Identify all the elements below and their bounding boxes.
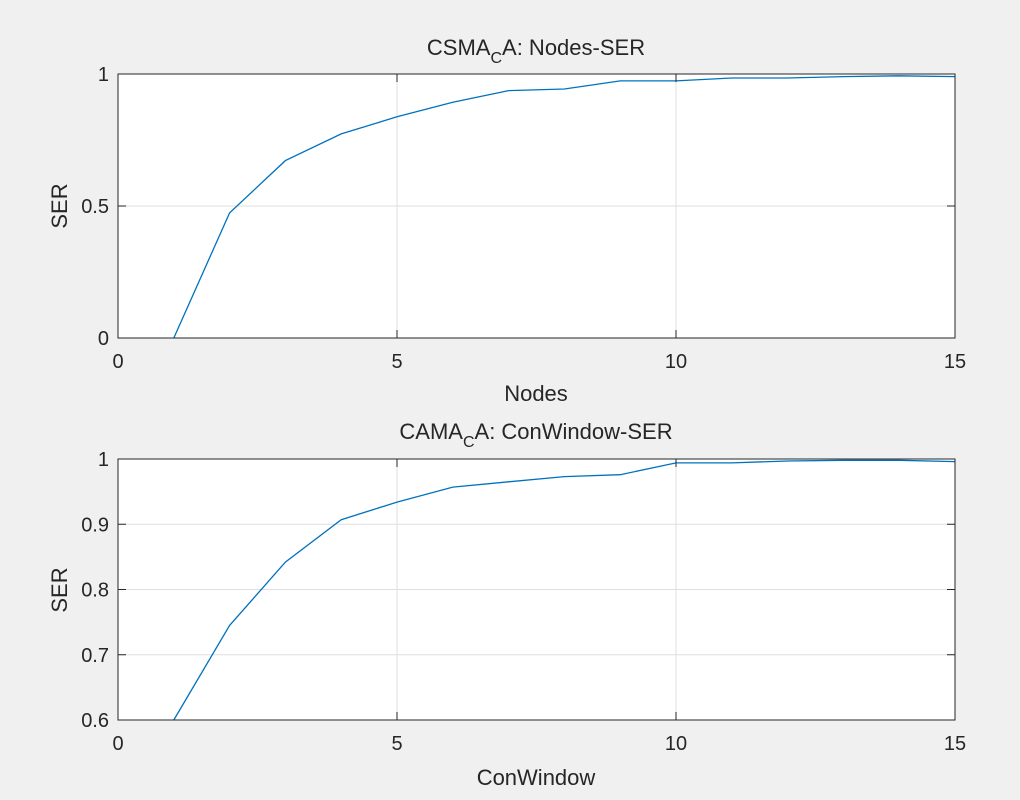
x-tick-label: 10 [665, 351, 687, 373]
title-main: CAMA [399, 419, 463, 444]
tick-labels: 0 5 10 15 0 0.5 1 [81, 64, 966, 373]
conwindow-ser-subplot: 0 5 10 15 0.6 0.7 0.8 0.9 1 CAMACA: ConWindow-SE… [47, 419, 966, 790]
y-tick-label: 0.9 [81, 514, 109, 536]
tick-marks [117, 73, 956, 339]
tick-marks [117, 458, 956, 721]
x-axis-label: Nodes [504, 381, 568, 406]
title-rest: A: ConWindow-SER [475, 419, 673, 444]
ser-series-line [173, 75, 956, 339]
grid-lines [118, 74, 955, 338]
x-tick-label: 0 [112, 351, 123, 373]
y-tick-label: 0.6 [81, 710, 109, 732]
y-tick-label: 1 [98, 449, 109, 471]
x-tick-label: 15 [944, 351, 966, 373]
y-tick-label: 0.5 [81, 196, 109, 218]
y-axis-label: SER [47, 183, 72, 228]
chart-title: CAMACA: ConWindow-SER [399, 419, 672, 451]
x-axis-label: ConWindow [477, 765, 596, 790]
title-main: CSMA [427, 35, 491, 60]
grid-lines [118, 459, 955, 720]
x-tick-label: 0 [112, 733, 123, 755]
x-tick-label: 5 [391, 733, 402, 755]
ser-series-line [173, 459, 956, 721]
x-tick-label: 10 [665, 733, 687, 755]
y-tick-label: 0.7 [81, 645, 109, 667]
y-axis-label: SER [47, 567, 72, 612]
y-tick-label: 0.8 [81, 580, 109, 602]
tick-labels: 0 5 10 15 0.6 0.7 0.8 0.9 1 [81, 449, 966, 755]
x-tick-label: 5 [391, 351, 402, 373]
nodes-ser-subplot: 0 5 10 15 0 0.5 1 CSMACA: Nodes-SER Nodes SER [47, 35, 966, 406]
y-tick-label: 1 [98, 64, 109, 86]
x-tick-label: 15 [944, 733, 966, 755]
title-subscript: C [463, 434, 475, 451]
title-subscript: C [490, 50, 502, 67]
chart-title: CSMACA: Nodes-SER [427, 35, 645, 67]
y-tick-label: 0 [98, 328, 109, 350]
title-rest: A: Nodes-SER [502, 35, 645, 60]
